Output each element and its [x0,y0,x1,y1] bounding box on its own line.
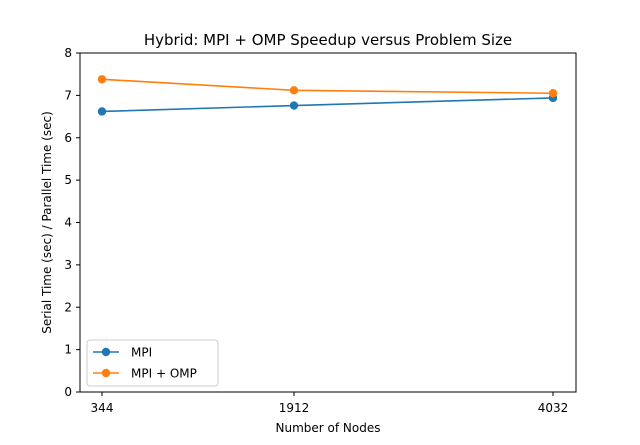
x-axis-label: Number of Nodes [276,421,381,435]
legend-label: MPI [131,346,152,360]
y-axis-label: Serial Time (sec) / Parallel Time (sec) [40,111,54,334]
legend-marker [101,368,111,378]
x-tick-label: 1912 [279,401,310,415]
data-point [97,75,107,84]
y-tick-label: 2 [64,300,72,314]
y-tick-label: 7 [64,88,72,102]
x-tick-label: 344 [91,401,114,415]
y-axis: 0 1 2 3 4 5 6 7 8 [64,46,80,399]
x-tick-label: 4032 [538,401,569,415]
y-tick-label: 3 [64,258,72,272]
legend-marker [101,347,111,357]
legend-box [86,339,219,387]
y-tick-label: 4 [64,216,72,230]
chart-title: Hybrid: MPI + OMP Speedup versus Problem… [144,31,512,49]
legend: MPI MPI + OMP [86,339,219,387]
series-layer [97,75,558,116]
y-tick-label: 5 [64,173,72,187]
data-point [289,86,299,95]
y-tick-label: 8 [64,46,72,60]
data-point [289,101,299,110]
data-point [548,89,558,98]
x-axis: 344 1912 4032 [91,392,569,415]
y-tick-label: 1 [64,343,72,357]
y-tick-label: 6 [64,131,72,145]
data-point [97,107,107,116]
y-tick-label: 0 [64,385,72,399]
legend-label: MPI + OMP [131,367,197,381]
